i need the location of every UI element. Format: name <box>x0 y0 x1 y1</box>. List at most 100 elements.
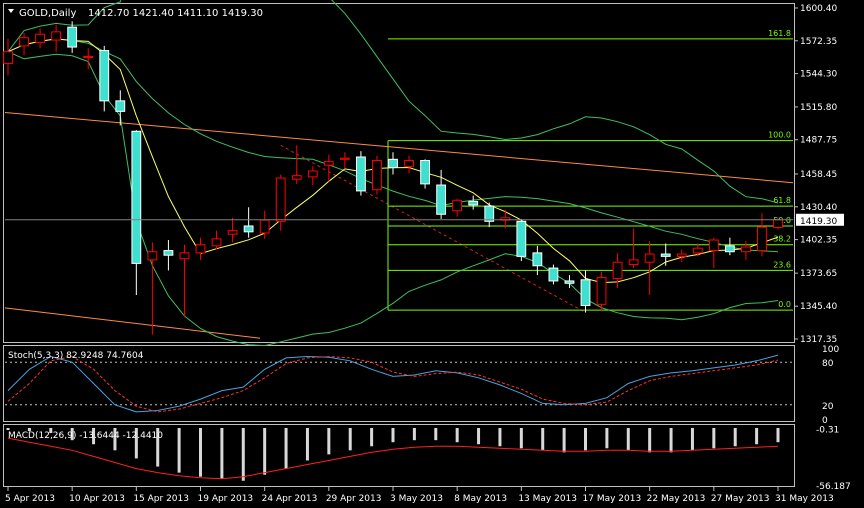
macd-histogram-bar <box>498 428 502 447</box>
candle <box>468 195 479 210</box>
date-tick-label: 8 May 2013 <box>454 494 507 504</box>
price-tick-label: 1402.35 <box>800 236 837 246</box>
macd-panel-frame <box>3 424 795 487</box>
date-tick-label: 15 Apr 2013 <box>133 494 189 504</box>
candle <box>339 152 350 169</box>
candle <box>67 21 78 53</box>
macd-histogram-bar <box>648 428 652 453</box>
macd-histogram-bar <box>263 428 267 475</box>
stoch-main-line <box>7 354 779 413</box>
candle <box>356 151 366 196</box>
macd-histogram-bar <box>776 428 780 443</box>
candle <box>275 174 286 231</box>
candle <box>83 48 94 70</box>
macd-histogram-bar <box>241 428 245 481</box>
candle-body <box>339 157 350 160</box>
candle-body <box>323 161 334 166</box>
candle-body <box>147 251 158 261</box>
macd-histogram-bar <box>177 428 181 473</box>
candle <box>323 154 334 182</box>
candle-body <box>227 230 238 235</box>
candle-body <box>259 219 270 234</box>
candle <box>708 237 719 269</box>
candle-body <box>564 280 575 284</box>
candle <box>660 243 671 266</box>
candle-body <box>275 177 286 222</box>
candle <box>516 218 527 262</box>
macd-histogram-bar <box>562 428 566 453</box>
macd-tick-label: -0.31 <box>816 425 839 435</box>
macd-histogram-bar <box>134 428 138 459</box>
candle-body <box>179 252 190 260</box>
date-axis: 5 Apr 2013 10 Apr 2013 15 Apr 2013 19 Apr 2… <box>5 487 834 504</box>
candle-body <box>51 31 62 41</box>
candle-body <box>468 200 479 206</box>
stoch-tick-label: 20 <box>822 402 834 412</box>
macd-histogram-bar <box>348 428 352 451</box>
candle-body <box>243 225 254 233</box>
candle-body <box>291 175 302 180</box>
candle <box>757 213 767 257</box>
macd-histogram-bar <box>27 428 31 432</box>
candle-body <box>628 259 639 266</box>
candle <box>372 155 382 195</box>
candle-body <box>388 158 398 169</box>
date-tick-label: 22 May 2013 <box>647 494 706 504</box>
candle-body <box>773 219 783 228</box>
macd-histogram-bar <box>220 428 224 479</box>
candle <box>3 38 13 76</box>
price-tick-label: 1345.40 <box>800 302 837 312</box>
candle-body <box>708 239 719 252</box>
candle-body <box>596 276 607 305</box>
candle <box>35 28 45 49</box>
macd-histogram-bar <box>605 428 609 449</box>
candle-body <box>195 244 206 254</box>
trendline-lower <box>4 307 261 339</box>
date-tick-label: 17 May 2013 <box>583 494 642 504</box>
stoch-label: Stoch(5,3,3) 82.9248 74.7604 <box>8 351 144 361</box>
fib-label: 161.8 <box>768 29 791 38</box>
candle-body <box>356 156 366 192</box>
candle <box>195 237 206 260</box>
candle <box>676 249 687 263</box>
date-tick-label: 10 Apr 2013 <box>69 494 125 504</box>
candle-body <box>3 51 13 64</box>
price-tick-label: 1373.65 <box>800 269 837 279</box>
price-tick-label: 1317.35 <box>800 335 837 345</box>
candle <box>115 90 126 126</box>
macd-histogram-bar <box>519 428 523 449</box>
fib-label: 23.6 <box>773 260 791 269</box>
menu-triangle-icon[interactable] <box>8 9 14 13</box>
macd-histogram-bar <box>412 428 416 441</box>
macd-histogram-bar <box>541 428 545 451</box>
candle-body <box>757 226 767 252</box>
candle <box>436 169 447 219</box>
current-price-box <box>796 213 844 226</box>
price-tick-label: 1544.30 <box>800 70 837 80</box>
candle <box>211 230 222 250</box>
candle-body <box>163 250 174 256</box>
candle <box>179 244 190 318</box>
candle <box>388 152 398 175</box>
macd-histogram-bar <box>434 428 438 441</box>
candle <box>692 243 703 257</box>
macd-histogram-bar <box>305 428 309 461</box>
price-tick-label: 1430.40 <box>800 203 837 213</box>
date-tick-label: 31 May 2013 <box>775 494 834 504</box>
date-tick-label: 24 Apr 2013 <box>262 494 318 504</box>
date-tick-label: 3 May 2013 <box>390 494 443 504</box>
bollinger-middle <box>7 38 779 253</box>
candle-body <box>724 245 735 253</box>
candle <box>131 130 142 295</box>
candle <box>227 217 238 243</box>
macd-histogram-bar <box>755 428 759 445</box>
candle <box>532 245 543 276</box>
price-tick-label: 1515.80 <box>800 103 837 113</box>
candle <box>291 145 302 184</box>
candle-body <box>115 100 126 112</box>
candle <box>724 237 735 256</box>
macd-histogram-bar <box>284 428 288 469</box>
